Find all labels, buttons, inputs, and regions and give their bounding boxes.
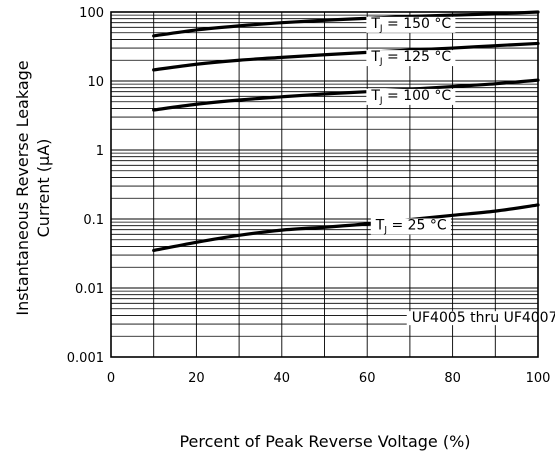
y-tick-label: 0.1 [83,213,104,228]
y-axis-title-line1: Instantaneous Reverse Leakage [13,60,32,315]
y-tick-label: 1 [96,144,104,159]
y-tick-label: 0.01 [75,282,104,297]
series-label-text: TJ = 25 °C [375,217,447,235]
series-curves [152,10,540,253]
series-curve-0 [152,10,540,38]
series-label-text: TJ = 100 °C [370,88,451,106]
x-tick-label: 80 [444,371,461,386]
annotation-bg [406,311,555,326]
y-tick-label: 100 [79,6,104,21]
series-curve-1 [152,41,540,72]
series-label-0: TJ = 150 °C [366,16,456,34]
series-label-bg [366,88,456,105]
annotation-group: UF4005 thru UF4007 [406,310,555,326]
series-label-bg [366,16,456,33]
x-tick-label: 20 [188,371,205,386]
y-tick-label: 0.001 [67,351,104,366]
y-axis-title: Instantaneous Reverse Leakage Current (µ… [13,60,53,315]
series-label-3: TJ = 25 °C [370,217,451,235]
annotation-label: UF4005 thru UF4007 [406,310,555,326]
series-label-1: TJ = 125 °C [366,49,456,67]
y-tick-label: 10 [87,75,104,90]
x-tick-label: 100 [526,371,551,386]
plot-frame [110,11,539,358]
x-tick-label: 40 [274,371,291,386]
x-axis-title: Percent of Peak Reverse Voltage (%) [179,432,470,451]
series-label-text: TJ = 125 °C [370,49,451,67]
series-label-bg [366,50,456,67]
series-label-text: TJ = 150 °C [370,16,451,34]
x-tick-label: 60 [359,371,376,386]
series-label-2: TJ = 100 °C [366,88,456,106]
grid-lines [111,12,538,357]
tick-labels: 0 20 40 60 80 100 0.001 0.01 0.1 1 10 100 [67,6,551,386]
series-curve-2 [152,78,540,112]
series-curve-3 [152,203,540,253]
series-labels: TJ = 150 °C TJ = 125 °C TJ = 100 °C TJ = 25… [366,16,456,235]
annotation-text: UF4005 thru UF4007 [412,310,555,326]
x-tick-label: 0 [107,371,115,386]
y-axis-title-line2: Current (µA) [34,139,53,238]
series-label-bg [370,218,451,235]
